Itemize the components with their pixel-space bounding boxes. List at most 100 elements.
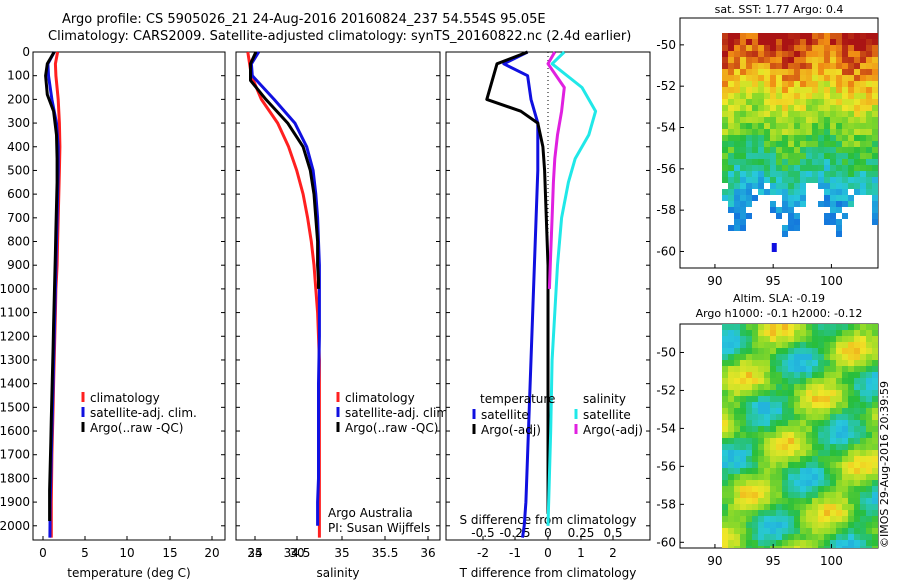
map-pixel: [764, 372, 770, 378]
map-pixel: [776, 348, 782, 354]
map-pixel: [854, 189, 860, 195]
map-pixel: [824, 153, 830, 159]
map-pixel: [842, 93, 848, 99]
map-pixel: [836, 414, 842, 420]
map-pixel: [758, 354, 764, 360]
map-pixel: [740, 480, 746, 486]
map-pixel: [728, 141, 734, 147]
map-pixel: [734, 153, 740, 159]
map-pixel: [758, 402, 764, 408]
map-pixel: [872, 75, 878, 81]
map-pixel: [776, 189, 782, 195]
map-pixel: [770, 540, 776, 546]
map-pixel: [866, 165, 872, 171]
map-pixel: [758, 330, 764, 336]
map-pixel: [830, 219, 836, 225]
map-pixel: [830, 213, 836, 219]
map-pixel: [806, 342, 812, 348]
map-pixel: [872, 432, 878, 438]
map-pixel: [830, 324, 836, 330]
map-pixel: [758, 81, 764, 87]
map-pixel: [812, 402, 818, 408]
map-pixel: [746, 51, 752, 57]
map-pixel: [782, 414, 788, 420]
y-tick-label: 1200: [0, 329, 30, 343]
map-pixel: [752, 183, 758, 189]
map-pixel: [746, 189, 752, 195]
map-pixel: [764, 57, 770, 63]
map-pixel: [836, 408, 842, 414]
map-pixel: [794, 378, 800, 384]
map-pixel: [782, 432, 788, 438]
map-pixel: [770, 177, 776, 183]
map-pixel: [722, 426, 728, 432]
map-pixel: [818, 141, 824, 147]
map-pixel: [734, 402, 740, 408]
map-pixel: [764, 474, 770, 480]
map-pixel: [824, 324, 830, 330]
y-tick-label: 200: [7, 92, 30, 106]
map-pixel: [866, 384, 872, 390]
map-pixel: [788, 432, 794, 438]
map-pixel: [800, 81, 806, 87]
map-pixel: [764, 396, 770, 402]
map-pixel: [764, 99, 770, 105]
map-pixel: [728, 402, 734, 408]
map-pixel: [848, 474, 854, 480]
map-pixel: [776, 456, 782, 462]
map-pixel: [800, 111, 806, 117]
map-pixel: [740, 159, 746, 165]
map-pixel: [818, 117, 824, 123]
map-pixel: [752, 141, 758, 147]
map-pixel: [722, 81, 728, 87]
map-pixel: [734, 45, 740, 51]
map-pixel: [764, 390, 770, 396]
map-pixel: [800, 63, 806, 69]
map-pixel: [848, 462, 854, 468]
map-pixel: [842, 177, 848, 183]
map-pixel: [794, 117, 800, 123]
map-pixel: [818, 360, 824, 366]
map-pixel: [794, 63, 800, 69]
map-pixel: [764, 510, 770, 516]
map-pixel: [752, 81, 758, 87]
map-pixel: [722, 516, 728, 522]
map-pixel: [860, 486, 866, 492]
map-pixel: [746, 540, 752, 546]
map-pixel: [830, 123, 836, 129]
map-pixel: [860, 147, 866, 153]
map-pixel: [824, 93, 830, 99]
map-pixel: [830, 456, 836, 462]
map-pixel: [764, 426, 770, 432]
map-pixel: [770, 486, 776, 492]
map-pixel: [800, 456, 806, 462]
map-pixel: [788, 123, 794, 129]
map-pixel: [788, 117, 794, 123]
map-pixel: [734, 93, 740, 99]
map-pixel: [812, 57, 818, 63]
map-pixel: [842, 402, 848, 408]
map-pixel: [848, 39, 854, 45]
map-pixel: [848, 177, 854, 183]
map-pixel: [866, 450, 872, 456]
map-pixel: [758, 516, 764, 522]
map-pixel: [848, 438, 854, 444]
map-pixel: [824, 432, 830, 438]
map-pixel: [806, 105, 812, 111]
map-pixel: [770, 492, 776, 498]
map-pixel: [752, 330, 758, 336]
map-pixel: [860, 378, 866, 384]
map-pixel: [830, 438, 836, 444]
map-pixel: [842, 105, 848, 111]
map-pixel: [818, 135, 824, 141]
map-pixel: [854, 408, 860, 414]
map-pixel: [866, 45, 872, 51]
map-pixel: [722, 468, 728, 474]
legend-label: Argo(..raw -QC): [90, 421, 183, 435]
map-pixel: [728, 93, 734, 99]
map-pixel: [842, 141, 848, 147]
map-pixel: [830, 492, 836, 498]
map-pixel: [788, 129, 794, 135]
map-pixel: [782, 528, 788, 534]
